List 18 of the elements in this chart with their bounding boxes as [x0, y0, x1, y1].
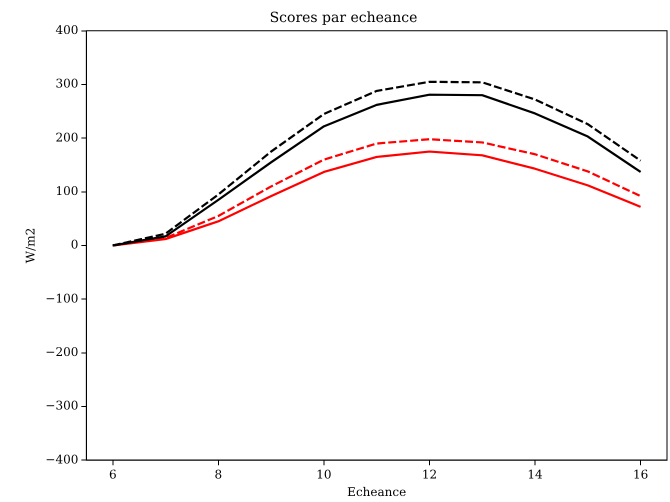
y-tick-label: 0 — [70, 238, 78, 252]
x-tick-label: 12 — [422, 468, 438, 482]
y-tick-label: 300 — [55, 76, 78, 91]
y-axis-title: W/m2 — [23, 228, 38, 264]
x-tick-label: 16 — [632, 468, 648, 482]
x-tick-label: 10 — [316, 468, 332, 482]
y-tick-label: −300 — [45, 398, 78, 413]
y-tick-label: 400 — [55, 22, 78, 37]
y-tick-label: −400 — [45, 452, 78, 466]
x-tick-label: 8 — [214, 468, 222, 482]
y-tick-label: −100 — [45, 291, 78, 306]
y-tick-label: 100 — [55, 184, 78, 198]
y-tick-label: 200 — [55, 130, 78, 144]
y-tick-label: −200 — [45, 344, 78, 359]
chart-title: Scores par echeance — [270, 10, 418, 26]
x-tick-label: 6 — [108, 468, 117, 482]
x-tick-label: 14 — [527, 468, 544, 482]
x-axis-title: Echeance — [347, 484, 406, 499]
